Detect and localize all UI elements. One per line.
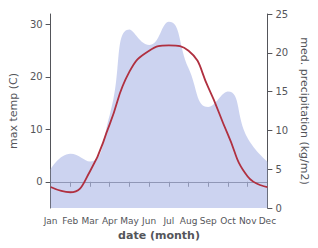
svg-text:date (month): date (month) — [118, 229, 200, 242]
svg-text:max temp (C): max temp (C) — [7, 73, 20, 149]
svg-text:Sep: Sep — [200, 216, 217, 226]
svg-text:May: May — [120, 216, 139, 226]
svg-text:Jan: Jan — [43, 216, 58, 226]
svg-text:med. precipitation (kg/m2): med. precipitation (kg/m2) — [298, 37, 311, 185]
svg-text:10: 10 — [275, 125, 288, 136]
svg-text:0: 0 — [36, 176, 42, 187]
svg-text:Jun: Jun — [141, 216, 156, 226]
svg-text:Dec: Dec — [259, 216, 276, 226]
svg-text:15: 15 — [275, 86, 288, 97]
svg-text:25: 25 — [275, 9, 288, 20]
svg-text:Jul: Jul — [162, 216, 174, 226]
svg-text:5: 5 — [275, 164, 281, 175]
svg-text:Feb: Feb — [62, 216, 78, 226]
svg-text:20: 20 — [275, 47, 288, 58]
svg-text:20: 20 — [30, 71, 43, 82]
svg-text:10: 10 — [30, 124, 43, 135]
svg-text:Mar: Mar — [82, 216, 99, 226]
svg-text:Oct: Oct — [220, 216, 236, 226]
svg-text:30: 30 — [30, 19, 43, 30]
svg-text:Aug: Aug — [180, 216, 198, 226]
svg-text:0: 0 — [275, 203, 281, 214]
svg-text:Apr: Apr — [102, 216, 118, 226]
svg-text:Nov: Nov — [239, 216, 257, 226]
